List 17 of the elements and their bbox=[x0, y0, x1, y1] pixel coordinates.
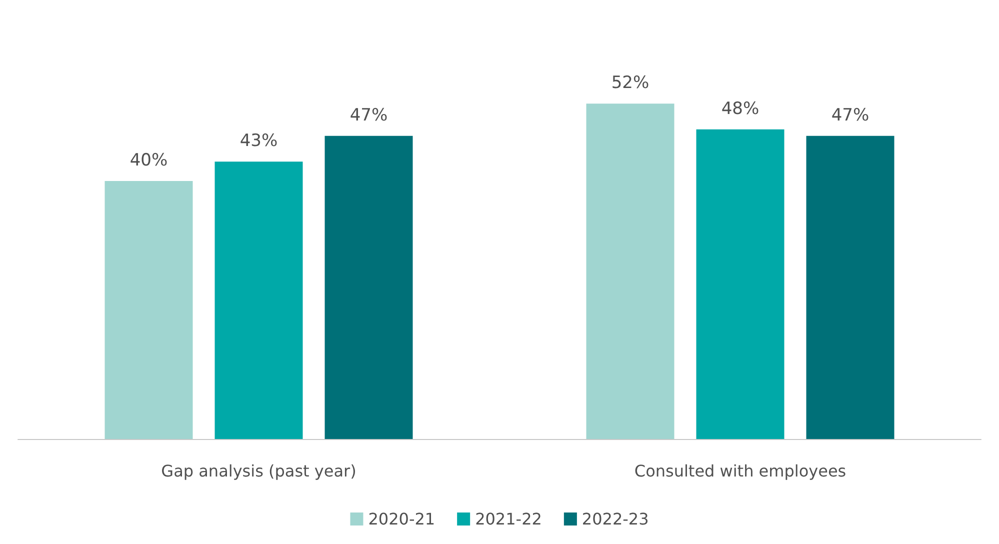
bar bbox=[324, 136, 413, 439]
legend-label: 2022-23 bbox=[582, 510, 649, 528]
x-tick-label: Gap analysis (past year) bbox=[161, 462, 356, 480]
data-label: 40% bbox=[130, 150, 168, 170]
bar bbox=[806, 136, 894, 439]
data-label: 43% bbox=[240, 131, 278, 152]
bar bbox=[586, 104, 674, 439]
data-label: 47% bbox=[350, 105, 388, 126]
data-label: 48% bbox=[721, 98, 760, 119]
legend-label: 2020-21 bbox=[368, 510, 436, 528]
data-label: 52% bbox=[611, 73, 650, 94]
data-label: 47% bbox=[831, 105, 870, 126]
bar bbox=[104, 181, 193, 439]
bar bbox=[214, 162, 303, 439]
legend-label: 2021-22 bbox=[475, 510, 542, 528]
x-tick-label: Consulted with employees bbox=[634, 462, 846, 480]
bar bbox=[696, 129, 784, 439]
